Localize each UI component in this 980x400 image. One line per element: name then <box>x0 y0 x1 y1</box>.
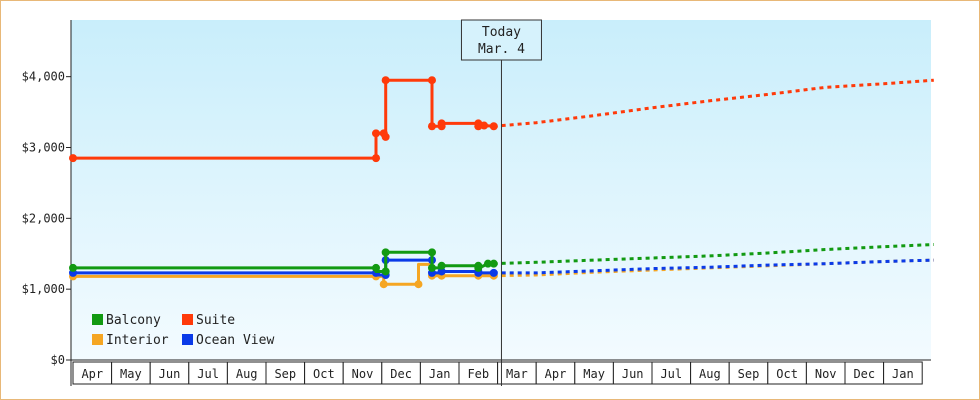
x-tick-label: Mar <box>506 367 528 381</box>
forecast-line-balcony <box>493 243 934 266</box>
data-point-interior <box>379 280 388 289</box>
series-layer <box>69 76 934 289</box>
x-tick-label: Dec <box>390 367 412 381</box>
data-point-suite <box>372 129 381 138</box>
legend-label-suite: Suite <box>196 313 235 328</box>
forecast-line-ocean-view <box>493 258 934 275</box>
x-tick-label: Aug <box>236 367 258 381</box>
x-tick-label: May <box>120 367 142 381</box>
legend-swatch-interior <box>92 334 103 345</box>
legend-swatch-suite <box>182 314 193 325</box>
x-tick-label: Sep <box>274 367 296 381</box>
forecast-line-suite <box>493 78 934 128</box>
x-tick-label: Jul <box>197 367 219 381</box>
data-point-balcony <box>427 248 436 257</box>
data-point-ocean-view <box>437 267 446 276</box>
data-point-suite <box>69 154 77 163</box>
y-axis: $0 $1,000 $2,000 $3,000 $4,000 <box>22 20 72 386</box>
x-tick-label: Jul <box>660 367 682 381</box>
x-tick-label: Jan <box>892 367 914 381</box>
x-tick-label: Apr <box>81 367 103 381</box>
y-tick-label: $0 <box>51 353 65 367</box>
x-tick-label: Sep <box>738 367 760 381</box>
data-point-balcony <box>489 259 498 268</box>
data-point-suite <box>489 122 498 131</box>
data-point-suite <box>427 122 436 131</box>
x-tick-label: Oct <box>313 367 335 381</box>
data-point-balcony <box>427 263 436 272</box>
data-point-ocean-view <box>489 268 498 277</box>
today-label: Today <box>482 25 521 40</box>
data-point-suite <box>427 76 436 85</box>
data-point-balcony <box>437 261 446 270</box>
x-tick-label: Jan <box>429 367 451 381</box>
x-tick-label: Nov <box>815 367 837 381</box>
data-point-balcony <box>381 267 390 276</box>
y-tick-label: $1,000 <box>22 282 65 296</box>
legend-label-ocean-view: Ocean View <box>196 333 274 348</box>
y-tick-label: $2,000 <box>22 211 65 225</box>
legend-swatch-balcony <box>92 314 103 325</box>
legend-label-interior: Interior <box>106 333 169 348</box>
data-point-balcony <box>381 248 390 257</box>
x-tick-label: Oct <box>776 367 798 381</box>
y-tick-label: $3,000 <box>22 141 65 155</box>
data-point-suite <box>437 122 446 131</box>
legend-label-balcony: Balcony <box>106 313 161 328</box>
data-point-suite <box>372 154 381 163</box>
today-date: Mar. 4 <box>478 42 525 57</box>
today-box <box>460 19 542 61</box>
x-tick-label: Apr <box>545 367 567 381</box>
x-tick-label: Dec <box>853 367 875 381</box>
x-tick-label: Aug <box>699 367 721 381</box>
x-tick-box <box>883 361 923 385</box>
data-point-balcony <box>474 263 483 272</box>
data-point-suite <box>474 122 483 131</box>
x-tick-label: Nov <box>352 367 374 381</box>
data-point-balcony <box>69 263 77 272</box>
data-point-suite <box>381 76 390 85</box>
x-tick-label: Jun <box>622 367 644 381</box>
data-point-interior <box>414 280 423 289</box>
x-tick-label: Feb <box>467 367 489 381</box>
data-point-suite <box>480 121 489 130</box>
data-point-balcony <box>483 259 492 268</box>
x-tick-label: May <box>583 367 605 381</box>
data-point-suite <box>381 132 390 141</box>
y-tick-label: $4,000 <box>22 70 65 84</box>
today-marker: Today Mar. 4 <box>460 19 542 386</box>
data-point-balcony <box>372 263 381 272</box>
x-tick-label: Jun <box>159 367 181 381</box>
legend-swatch-ocean-view <box>182 334 193 345</box>
legend: Balcony Suite Interior Ocean View <box>92 313 274 348</box>
